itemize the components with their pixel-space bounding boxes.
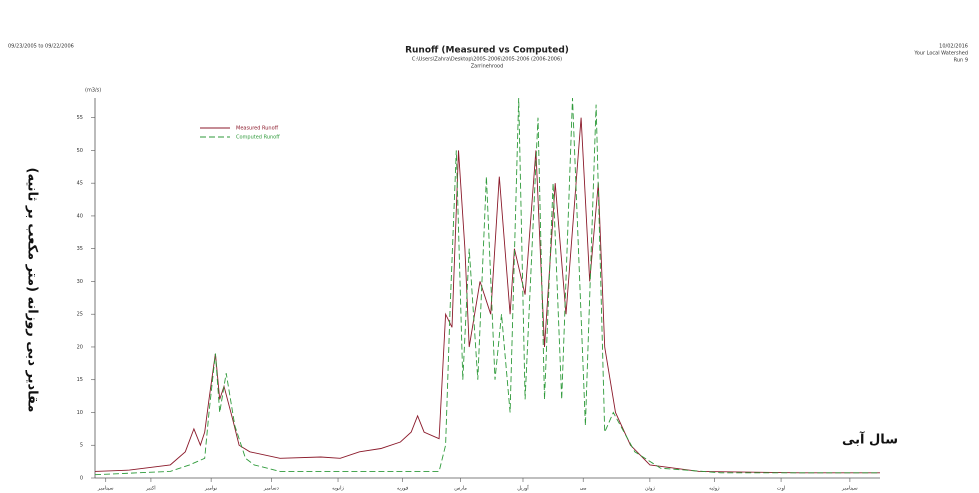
y-tick-label: 30 bbox=[77, 279, 83, 285]
subtitle: Zarrinehrood bbox=[471, 64, 504, 70]
run: Run 9 bbox=[954, 58, 968, 64]
legend-label: Computed Runoff bbox=[236, 135, 280, 141]
y-tick-label: 50 bbox=[77, 148, 83, 154]
y-tick-label: 20 bbox=[77, 344, 83, 350]
y-unit: (m3/s) bbox=[85, 88, 101, 94]
y-tick-label: 40 bbox=[77, 213, 83, 219]
x-tick-label: آوریل bbox=[517, 485, 529, 492]
y-tick-label: 25 bbox=[77, 312, 83, 318]
y-tick-label: 10 bbox=[77, 410, 83, 416]
x-tick-label: می bbox=[580, 486, 587, 492]
x-axis-label: سال آبی bbox=[842, 431, 898, 448]
y-tick-label: 5 bbox=[80, 443, 83, 449]
x-tick-label: ژوئن bbox=[645, 486, 656, 492]
legend-label: Measured Runoff bbox=[236, 126, 279, 132]
x-tick-label: اوت bbox=[777, 486, 786, 492]
subtitle: C:\Users\Zahra\Desktop\2005-2006\2005-20… bbox=[412, 57, 562, 63]
x-tick-label: سپتامبر bbox=[97, 486, 114, 492]
y-tick-label: 35 bbox=[77, 246, 83, 252]
x-tick-label: سپتامبر bbox=[841, 486, 858, 492]
date-range: 09/23/2005 to 09/22/2006 bbox=[8, 44, 74, 50]
chart-title: Runoff (Measured vs Computed) bbox=[405, 46, 569, 56]
x-tick-label: اکتبر bbox=[145, 486, 156, 492]
y-tick-label: 15 bbox=[77, 377, 83, 383]
x-tick-label: ژوئیه bbox=[709, 486, 720, 492]
x-tick-label: نوامبر bbox=[204, 486, 217, 492]
watershed: Your Local Watershed bbox=[913, 51, 968, 57]
x-tick-label: دسامبر bbox=[263, 486, 279, 492]
y-axis-label: مقادیر دبی روزانه (متر مکعب بر ثانیه) bbox=[25, 168, 40, 413]
y-tick-label: 55 bbox=[77, 115, 83, 121]
x-tick-label: مارس bbox=[454, 486, 467, 492]
x-tick-label: فوریه bbox=[397, 486, 409, 492]
run-date: 10/02/2016 bbox=[939, 44, 968, 50]
series-line bbox=[94, 117, 880, 474]
y-tick-label: 45 bbox=[77, 181, 83, 187]
y-tick-label: 0 bbox=[80, 476, 83, 482]
x-tick-label: ژانویه bbox=[332, 486, 344, 492]
series-line bbox=[94, 97, 880, 476]
